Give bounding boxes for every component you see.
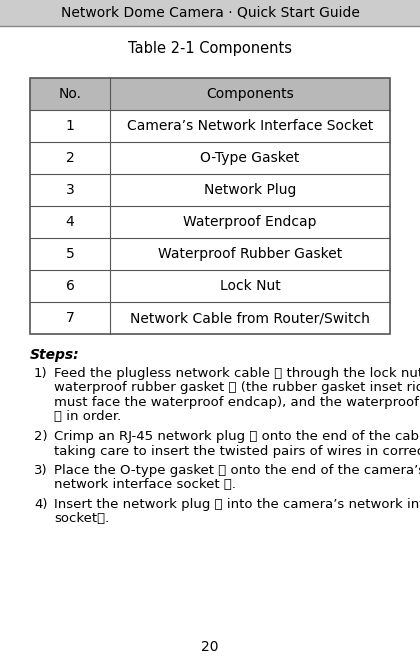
Bar — [30, 270, 390, 302]
Text: 3: 3 — [66, 183, 74, 197]
Text: 3): 3) — [34, 464, 47, 477]
Text: Lock Nut: Lock Nut — [220, 279, 281, 293]
Text: 20: 20 — [201, 640, 219, 654]
Text: Place the O-type gasket ⓡ onto the end of the camera’s: Place the O-type gasket ⓡ onto the end o… — [54, 464, 420, 477]
Text: 4: 4 — [66, 215, 74, 229]
Text: Table 2-1 Components: Table 2-1 Components — [128, 40, 292, 55]
Bar — [0, 0, 420, 26]
Text: No.: No. — [58, 87, 81, 101]
Text: Feed the plugless network cable ⓦ through the lock nut ⓥ,: Feed the plugless network cable ⓦ throug… — [54, 367, 420, 380]
Text: 2): 2) — [34, 430, 47, 443]
Text: socketⓠ.: socketⓠ. — [54, 513, 109, 525]
Text: 5: 5 — [66, 247, 74, 261]
Text: 1): 1) — [34, 367, 47, 380]
Text: taking care to insert the twisted pairs of wires in correct order.: taking care to insert the twisted pairs … — [54, 445, 420, 457]
Text: 2: 2 — [66, 151, 74, 165]
Text: 7: 7 — [66, 311, 74, 325]
Text: Network Cable from Router/Switch: Network Cable from Router/Switch — [130, 311, 370, 325]
Bar — [30, 142, 390, 174]
Bar — [30, 78, 390, 110]
Text: network interface socket ⓠ.: network interface socket ⓠ. — [54, 478, 236, 492]
Text: Components: Components — [206, 87, 294, 101]
Bar — [30, 174, 390, 206]
Text: must face the waterproof endcap), and the waterproof endcap: must face the waterproof endcap), and th… — [54, 396, 420, 409]
Text: Network Plug: Network Plug — [204, 183, 296, 197]
Bar — [30, 206, 390, 238]
Bar — [30, 302, 390, 334]
Bar — [30, 110, 390, 142]
Text: Steps:: Steps: — [30, 348, 80, 362]
Text: Insert the network plug ⓢ into the camera’s network interface: Insert the network plug ⓢ into the camer… — [54, 498, 420, 511]
Text: 6: 6 — [66, 279, 74, 293]
Text: 4): 4) — [34, 498, 47, 511]
Text: Network Dome Camera · Quick Start Guide: Network Dome Camera · Quick Start Guide — [60, 6, 360, 20]
Text: ⓣ in order.: ⓣ in order. — [54, 411, 121, 424]
Text: Camera’s Network Interface Socket: Camera’s Network Interface Socket — [127, 119, 373, 133]
Text: Crimp an RJ-45 network plug ⓢ onto the end of the cable,: Crimp an RJ-45 network plug ⓢ onto the e… — [54, 430, 420, 443]
Bar — [30, 78, 390, 334]
Text: Waterproof Rubber Gasket: Waterproof Rubber Gasket — [158, 247, 342, 261]
Text: waterproof rubber gasket ⓤ (the rubber gasket inset ridge: waterproof rubber gasket ⓤ (the rubber g… — [54, 382, 420, 395]
Text: Waterproof Endcap: Waterproof Endcap — [183, 215, 317, 229]
Text: 1: 1 — [66, 119, 74, 133]
Text: O-Type Gasket: O-Type Gasket — [200, 151, 300, 165]
Bar — [30, 238, 390, 270]
